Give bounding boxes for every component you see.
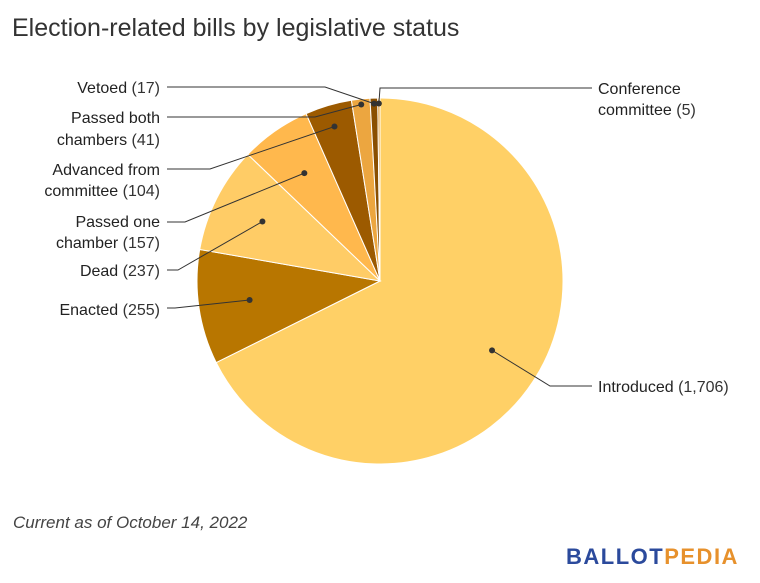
slice-value-conference-committee: (5) xyxy=(676,102,696,119)
slice-value-advanced-from-committee: (104) xyxy=(123,183,160,200)
slice-label-conference-committee-line1: Conference xyxy=(598,81,681,98)
slice-value-passed-both-chambers: (41) xyxy=(132,132,160,149)
date-caption: Current as of October 14, 2022 xyxy=(13,513,248,532)
slice-label-conference-committee-line2: committee (5) xyxy=(598,102,696,119)
leader-line-vetoed xyxy=(167,86,375,105)
leader-line-conference-committee xyxy=(378,87,592,104)
slice-value-introduced: (1,706) xyxy=(678,379,729,396)
slice-label-dead: Dead (237) xyxy=(80,263,160,280)
slice-label-passed-both-chambers-line1: Passed both xyxy=(71,110,160,127)
slice-label-advanced-from-committee-line2: committee (104) xyxy=(44,183,160,200)
slice-value-vetoed: (17) xyxy=(132,80,160,97)
leader-line-introduced xyxy=(491,349,592,387)
slice-label-advanced-from-committee-line1: Advanced from xyxy=(52,162,160,179)
leader-dot-introduced xyxy=(489,347,496,354)
leader-line-passed-both-chambers xyxy=(167,104,362,118)
chart-title: Election-related bills by legislative st… xyxy=(12,14,460,42)
leader-line-passed-one-chamber xyxy=(167,172,305,223)
logo-part-pedia: PEDIA xyxy=(664,544,739,569)
slice-label-passed-one-chamber-line1: Passed one xyxy=(75,214,160,231)
ballotpedia-logo: BALLOTPEDIA xyxy=(566,544,739,570)
slice-label-vetoed: Vetoed (17) xyxy=(77,80,160,97)
leader-dot-advanced-from-committee xyxy=(331,123,338,130)
leader-line-advanced-from-committee xyxy=(167,126,335,170)
slice-label-enacted: Enacted (255) xyxy=(59,302,160,319)
slice-label-passed-both-chambers-line2: chambers (41) xyxy=(57,132,160,149)
slice-value-passed-one-chamber: (157) xyxy=(123,235,160,252)
leader-line-dead xyxy=(167,221,263,271)
slice-value-dead: (237) xyxy=(123,263,160,280)
slice-label-passed-one-chamber-line2: chamber (157) xyxy=(56,235,160,252)
leader-dot-passed-both-chambers xyxy=(358,101,365,108)
pie-slice-enacted xyxy=(196,248,382,364)
slice-value-enacted: (255) xyxy=(123,302,160,319)
slice-label-introduced: Introduced (1,706) xyxy=(598,379,729,396)
logo-part-ballot: BALLOT xyxy=(566,544,665,569)
leader-line-enacted xyxy=(167,299,250,309)
